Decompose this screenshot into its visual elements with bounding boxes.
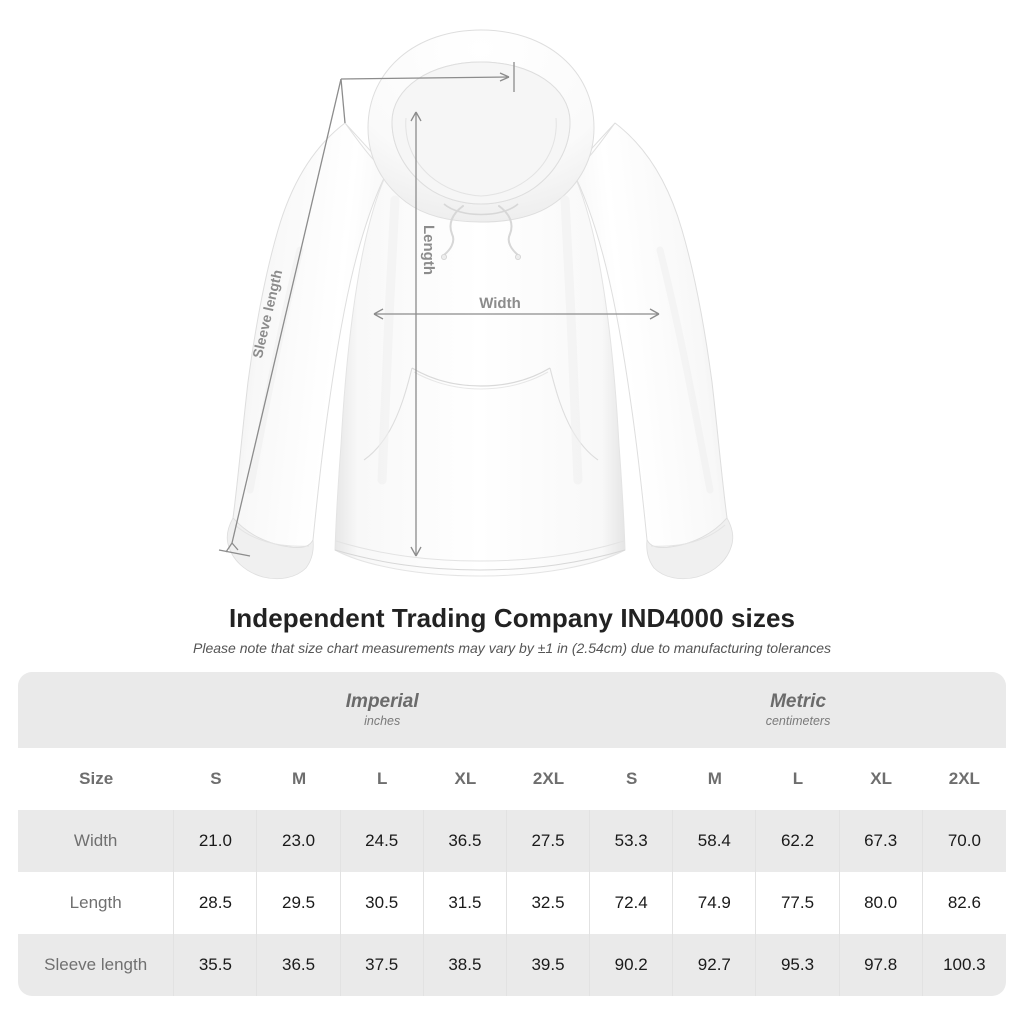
svg-text:Length: Length: [420, 225, 437, 275]
svg-text:Width: Width: [479, 295, 521, 312]
